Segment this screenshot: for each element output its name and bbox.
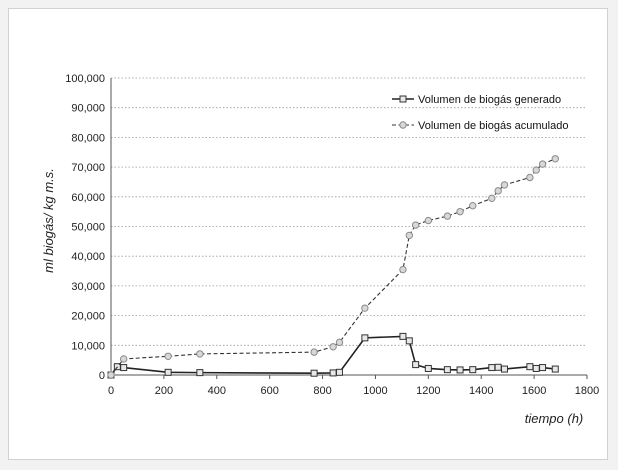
data-point-square bbox=[399, 332, 407, 340]
data-point-square bbox=[310, 369, 318, 377]
data-point-square bbox=[443, 366, 451, 374]
x-tick-label: 800 bbox=[313, 385, 331, 397]
x-tick-label: 200 bbox=[155, 385, 173, 397]
x-tick-label: 600 bbox=[260, 385, 278, 397]
y-tick-label: 0 bbox=[99, 370, 105, 382]
data-point-circle bbox=[335, 338, 344, 347]
data-point-square bbox=[469, 366, 477, 374]
y-tick-label: 50,000 bbox=[71, 222, 105, 234]
legend-layer: Volumen de biogás generado Volumen de bio… bbox=[392, 94, 568, 132]
data-point-circle bbox=[119, 355, 128, 363]
data-point-square bbox=[539, 364, 547, 372]
x-tick-label: 0 bbox=[108, 385, 114, 397]
data-point-square bbox=[551, 365, 559, 373]
data-point-circle bbox=[443, 212, 452, 220]
x-tick-label: 400 bbox=[208, 385, 226, 397]
data-point-circle bbox=[361, 304, 369, 312]
data-point-square bbox=[412, 361, 420, 369]
data-point-circle bbox=[488, 194, 496, 202]
axis-layer: 0 10,000 20,000 30,000 40,000 50,000 60,000 70,… bbox=[65, 73, 599, 397]
data-point-circle bbox=[456, 207, 464, 216]
data-point-square bbox=[335, 368, 343, 376]
legend-marker-square bbox=[399, 95, 407, 103]
data-point-circle bbox=[500, 181, 509, 189]
grid-layer bbox=[111, 77, 587, 346]
data-point-square bbox=[456, 366, 464, 374]
data-point-square bbox=[120, 364, 128, 372]
data-point-circle bbox=[424, 216, 433, 225]
x-tick-label: 1800 bbox=[575, 385, 599, 397]
data-point-circle bbox=[164, 352, 172, 360]
data-point-circle bbox=[310, 348, 318, 356]
x-tick-label: 1200 bbox=[416, 385, 440, 397]
data-point-square bbox=[494, 363, 502, 371]
data-point-circle bbox=[405, 231, 413, 240]
chart-svg: 0 10,000 20,000 30,000 40,000 50,000 60,000 70,… bbox=[41, 73, 599, 426]
y-tick-label: 10,000 bbox=[71, 340, 105, 352]
legend-marker-circle bbox=[399, 121, 407, 129]
y-tick-label: 100,000 bbox=[65, 73, 105, 85]
data-point-square bbox=[526, 363, 534, 371]
data-point-circle bbox=[329, 343, 337, 351]
data-point-circle bbox=[551, 155, 559, 163]
data-point-square bbox=[361, 334, 369, 342]
data-point-circle bbox=[526, 173, 534, 182]
chart-frame: 0 10,000 20,000 30,000 40,000 50,000 60,000 70,… bbox=[8, 8, 608, 460]
x-tick-label: 1000 bbox=[363, 385, 387, 397]
x-axis-title: tiempo (h) bbox=[525, 411, 584, 426]
data-point-circle bbox=[196, 350, 204, 358]
legend-entry: Volumen de biogás acumulado bbox=[392, 120, 568, 132]
y-tick-label: 90,000 bbox=[71, 103, 105, 115]
data-point-square bbox=[488, 364, 496, 372]
y-tick-label: 20,000 bbox=[71, 311, 105, 323]
data-point-square bbox=[329, 369, 337, 377]
data-point-square bbox=[500, 365, 508, 373]
data-point-circle bbox=[532, 166, 540, 174]
data-point-circle bbox=[494, 187, 502, 195]
y-axis-title: ml biogás/ kg m.s. bbox=[41, 168, 56, 273]
data-point-circle bbox=[107, 371, 115, 379]
series-layer bbox=[107, 155, 559, 379]
series-line bbox=[110, 158, 556, 376]
data-point-circle bbox=[399, 265, 407, 274]
y-tick-label: 80,000 bbox=[71, 132, 105, 144]
data-point-square bbox=[532, 364, 540, 372]
data-point-square bbox=[405, 337, 413, 345]
y-tick-label: 40,000 bbox=[71, 251, 105, 263]
y-tick-label: 70,000 bbox=[71, 162, 105, 174]
series-acumulado bbox=[107, 155, 559, 379]
series-generado bbox=[107, 332, 559, 379]
data-point-circle bbox=[411, 221, 420, 229]
data-point-circle bbox=[538, 160, 547, 168]
x-tick-label: 1600 bbox=[522, 385, 546, 397]
legend-label: Volumen de biogás generado bbox=[418, 94, 561, 106]
data-point-square bbox=[164, 368, 172, 376]
data-point-square bbox=[196, 369, 204, 377]
data-point-square bbox=[424, 364, 432, 372]
x-tick-label: 1400 bbox=[469, 385, 493, 397]
y-tick-label: 30,000 bbox=[71, 281, 105, 293]
data-point-circle bbox=[469, 202, 477, 210]
legend-label: Volumen de biogás acumulado bbox=[418, 120, 568, 132]
legend-entry: Volumen de biogás generado bbox=[392, 94, 561, 106]
y-tick-label: 60,000 bbox=[71, 192, 105, 204]
